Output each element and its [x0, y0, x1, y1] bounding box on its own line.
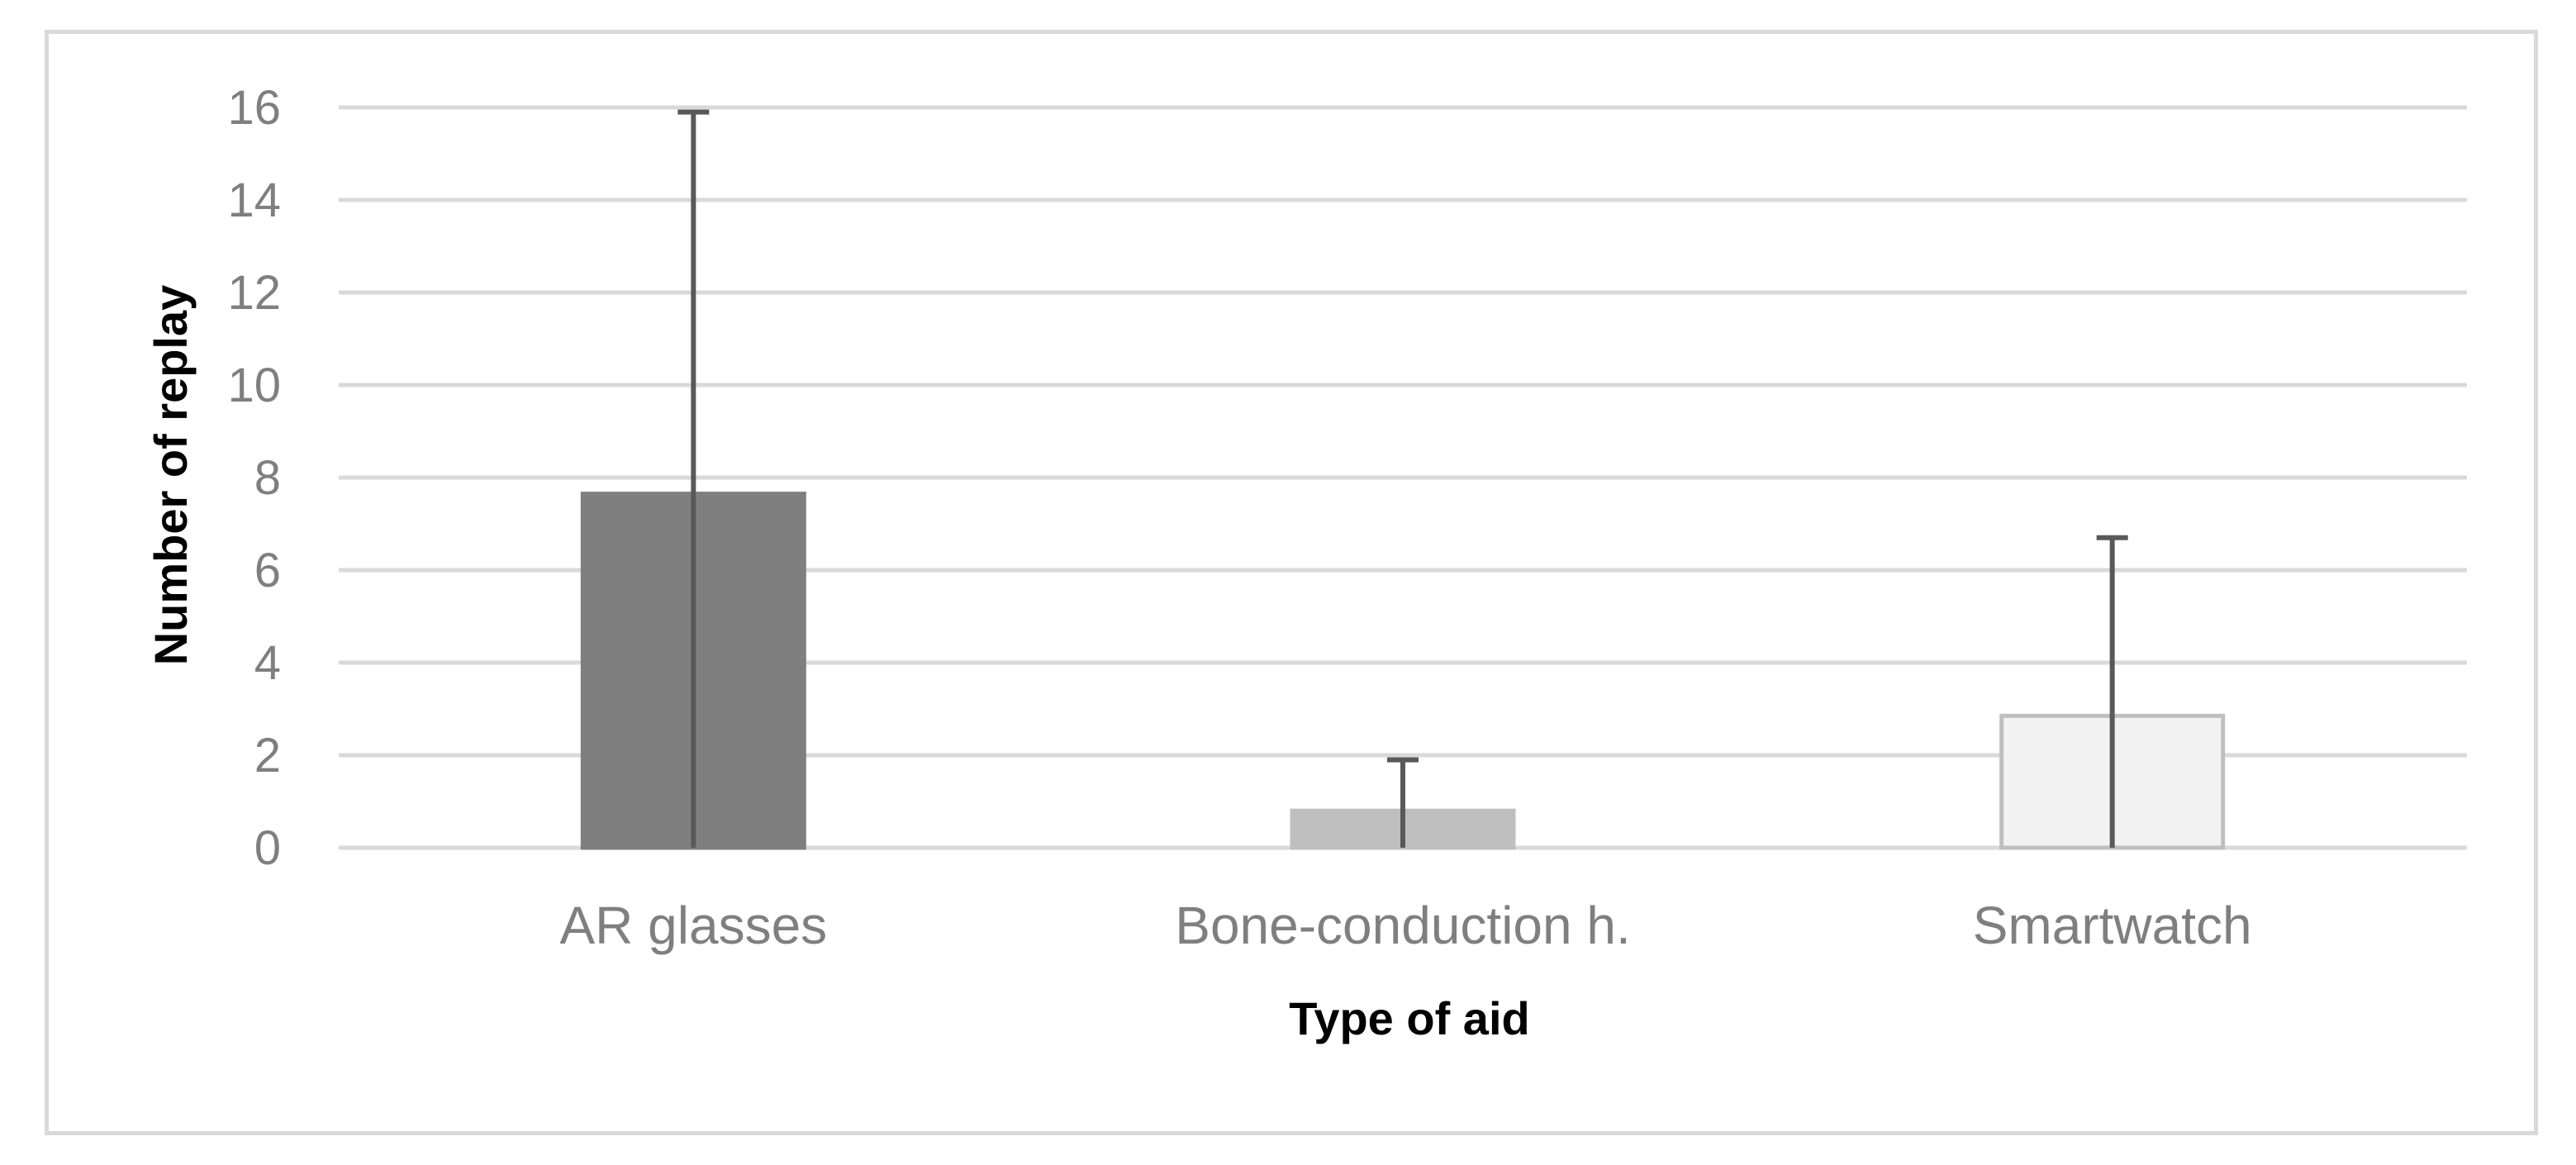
- x-category-label: Smartwatch: [1973, 896, 2252, 955]
- chart-frame: [45, 30, 2538, 1135]
- y-axis-title: Number of replay: [145, 285, 197, 666]
- y-tick-label: 16: [227, 81, 281, 135]
- y-tick-label: 14: [227, 174, 281, 227]
- x-category-label: AR glasses: [559, 896, 827, 955]
- y-tick-label: 6: [254, 544, 281, 597]
- y-tick-label: 8: [254, 451, 281, 505]
- x-axis-category-labels: AR glasses Bone-conduction h. Smartwatch: [559, 896, 2251, 955]
- x-axis-title: Type of aid: [1289, 992, 1529, 1044]
- error-bars: [677, 109, 2128, 848]
- y-tick-label: 0: [254, 821, 281, 875]
- y-tick-label: 4: [254, 636, 281, 690]
- x-category-label: Bone-conduction h.: [1175, 896, 1631, 955]
- y-tick-label: 2: [254, 729, 281, 782]
- y-tick-label: 10: [227, 359, 281, 412]
- y-tick-label: 12: [227, 266, 281, 320]
- y-axis-tick-labels: 0 2 4 6 8 10 12 14 16: [227, 81, 281, 875]
